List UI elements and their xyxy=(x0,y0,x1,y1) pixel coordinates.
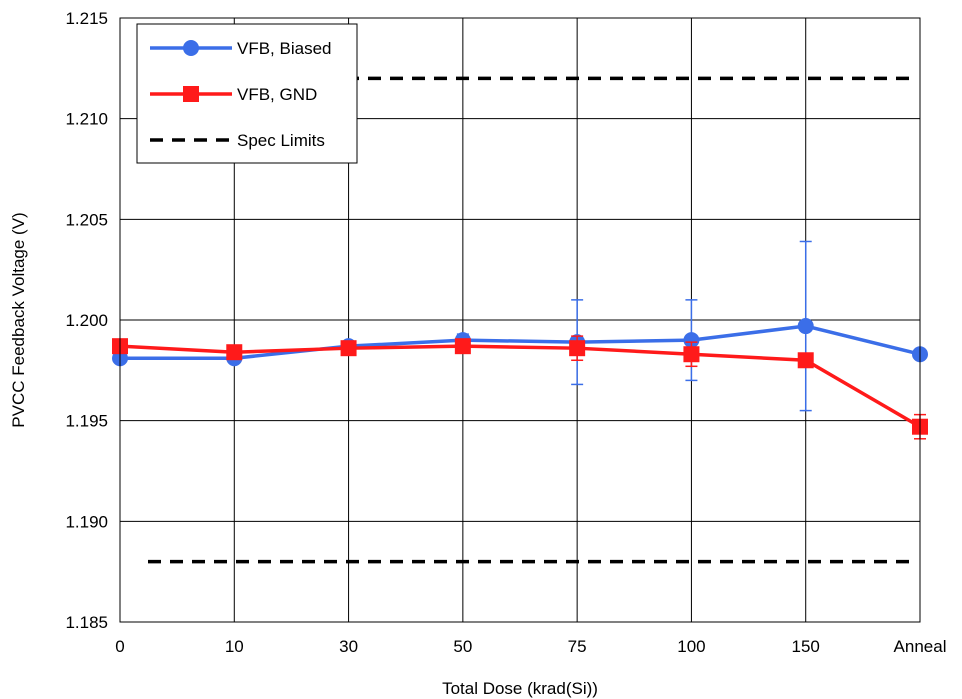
legend-label: Spec Limits xyxy=(237,131,325,150)
legend-marker xyxy=(183,40,199,56)
y-tick-labels: 1.185 1.190 1.195 1.200 1.205 1.210 1.215 xyxy=(65,9,108,632)
spec-limit-lines xyxy=(148,76,910,564)
data-point xyxy=(569,340,586,357)
y-tick-label: 1.215 xyxy=(65,9,108,28)
x-tick-labels: 0 10 30 50 75 100 150 Anneal xyxy=(115,637,946,656)
x-tick-label: 50 xyxy=(453,637,472,656)
y-tick-label: 1.190 xyxy=(65,512,108,531)
legend: VFB, Biased VFB, GND Spec Limits xyxy=(136,23,358,164)
series-line xyxy=(119,344,921,429)
data-point xyxy=(797,352,814,369)
y-tick-label: 1.200 xyxy=(65,311,108,330)
x-tick-label: 10 xyxy=(225,637,244,656)
legend-marker xyxy=(183,86,199,102)
legend-entry: VFB, Biased xyxy=(150,39,332,58)
legend-label: VFB, GND xyxy=(237,85,317,104)
series-vfb-gnd xyxy=(112,335,928,440)
x-axis-label: Total Dose (krad(Si)) xyxy=(442,679,598,698)
y-tick-label: 1.210 xyxy=(65,110,108,129)
legend-label: VFB, Biased xyxy=(237,39,332,58)
x-tick-label: 30 xyxy=(339,637,358,656)
data-point xyxy=(683,346,700,363)
legend-entry: Spec Limits xyxy=(150,131,325,150)
data-point xyxy=(226,344,243,361)
x-tick-label: 100 xyxy=(677,637,705,656)
data-point xyxy=(454,338,471,355)
x-tick-label: 0 xyxy=(115,637,124,656)
y-tick-label: 1.205 xyxy=(65,210,108,229)
data-point xyxy=(340,340,357,357)
plot-area-border xyxy=(119,17,921,623)
y-axis-label: PVCC Feedback Voltage (V) xyxy=(9,212,28,427)
data-point xyxy=(797,318,814,335)
series-line xyxy=(120,324,921,361)
x-tick-label: Anneal xyxy=(894,637,947,656)
data-point xyxy=(683,332,700,349)
x-tick-label: 75 xyxy=(568,637,587,656)
x-tick-label: 150 xyxy=(792,637,820,656)
legend-entry: VFB, GND xyxy=(150,85,317,104)
y-tick-label: 1.185 xyxy=(65,613,108,632)
y-tick-label: 1.195 xyxy=(65,412,108,431)
